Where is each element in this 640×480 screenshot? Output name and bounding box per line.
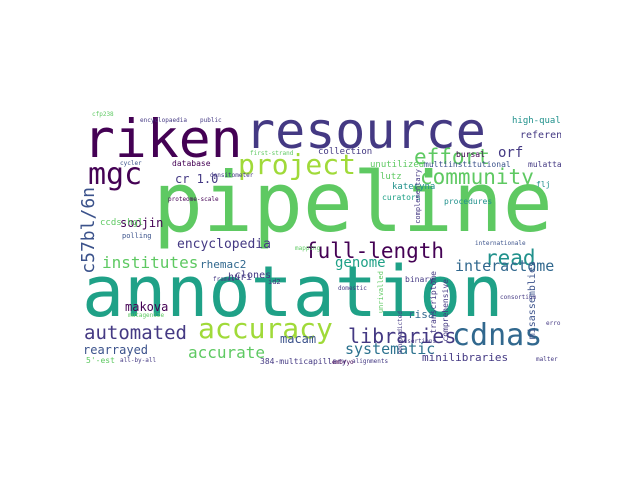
word-soojin: soojin	[120, 216, 164, 230]
word-bursal: bursal	[456, 150, 485, 159]
word-multiinstitutional: multiinstitutional	[424, 160, 511, 169]
word-rearrayed: rearrayed	[83, 343, 149, 357]
word-id2: id2	[268, 278, 281, 286]
word-accurate: accurate	[188, 343, 266, 362]
word-encyclopaedia: encyclopaedia	[140, 117, 187, 124]
word-unrivalled: unrivalled	[377, 271, 385, 314]
word-procedures: procedures	[444, 197, 493, 206]
word-project: project	[238, 148, 357, 181]
word-embryo: embryo	[332, 359, 354, 366]
word-genome: genome	[335, 255, 386, 271]
word-binary: binary	[405, 275, 434, 284]
word-systematic: systematic	[345, 340, 436, 358]
word-libraries: libraries	[348, 324, 457, 348]
word-kateryna: kateryna	[392, 182, 436, 192]
word-cfp238: cfp238	[92, 111, 114, 118]
word-pipeline: pipeline	[153, 154, 553, 251]
word-cycler: cycler	[120, 160, 142, 167]
word-malter: malter	[536, 356, 558, 363]
word-minilibraries: minilibraries	[422, 351, 509, 364]
word-curators: curators	[382, 193, 421, 202]
word-ccds-hgl: ccds-hgl	[100, 218, 144, 228]
word-huri: huri	[228, 272, 253, 283]
word-mgc: mgc	[88, 157, 143, 192]
word-mutagenize: mutagenize	[128, 312, 165, 319]
word-accuracy: accuracy	[198, 312, 333, 345]
word-read: read	[485, 246, 536, 270]
word-all-by-all: all-by-all	[120, 357, 157, 364]
word-c57bl6n: c57bl/6n	[80, 187, 99, 274]
word-flj: flj	[536, 180, 551, 189]
word-polling: polling	[122, 232, 152, 240]
word-mulatta: mulatta	[528, 160, 561, 169]
word-macam: macam	[280, 332, 317, 346]
word-nonpredicted: nonpredicted	[397, 311, 404, 355]
word-encyclopedia: encyclopedia	[177, 237, 271, 252]
word-first-strand: first-strand	[250, 150, 294, 157]
word-resource: resource	[245, 102, 486, 160]
word-lutz: lutz	[380, 172, 402, 182]
word-cr-1-0: cr 1.0	[175, 172, 219, 186]
word-community: community	[420, 165, 534, 189]
word-interactome: interactome	[455, 257, 555, 275]
word-errors: errors	[546, 320, 561, 327]
word-rhemac2: rhemac2	[200, 258, 247, 271]
word-orf: orf	[498, 145, 524, 161]
word-cdnas: cdnas	[452, 318, 543, 353]
word-unutilized: unutilized	[370, 160, 425, 170]
word-alignments: alignments	[352, 358, 389, 365]
word-public: public	[200, 117, 222, 124]
word-effort: effort	[414, 145, 490, 169]
word-comprehensive: comprehensive	[441, 279, 450, 342]
word-annotation: annotation	[82, 251, 504, 333]
word-institutes: institutes	[102, 253, 199, 272]
word-consortium: consortium	[500, 294, 537, 301]
word-riken: riken	[83, 109, 243, 170]
word-384-multicapillary: 384-multicapillary	[260, 357, 347, 366]
word-makova: makova	[125, 300, 169, 314]
word-database: database	[172, 159, 211, 168]
word-cloud: pipeline annotation riken resource proje…	[80, 101, 561, 374]
word-five-est: 5'-est	[86, 356, 115, 365]
word-clones: clones	[235, 270, 272, 281]
word-transcriptome: transcriptome	[429, 271, 438, 334]
word-densitometer: densitometer	[210, 172, 254, 179]
word-full-length: full-length	[305, 239, 445, 263]
word-proteome-scale: proteome-scale	[168, 196, 219, 203]
word-internationale: internationale	[475, 240, 526, 247]
word-frames: frames	[213, 276, 235, 283]
word-risa: risa	[408, 308, 435, 321]
word-complementary: complementary	[414, 169, 422, 224]
word-reference: reference	[520, 130, 561, 141]
word-automated: automated	[84, 322, 187, 344]
word-collection: collection	[318, 147, 373, 157]
word-domestic: domestic	[338, 285, 367, 292]
word-high-quality: high-quality	[512, 116, 561, 126]
word-assertions: assertions	[400, 338, 437, 345]
word-mapping: mapping	[295, 245, 321, 252]
